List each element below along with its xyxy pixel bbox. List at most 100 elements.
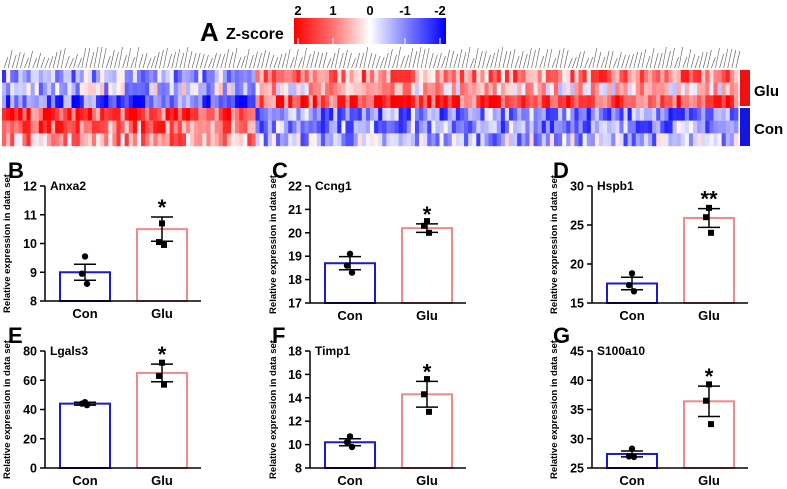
gene-label-mark	[24, 57, 29, 69]
heatmap-cell	[271, 95, 277, 109]
zscore-tick-label: -1	[399, 3, 411, 18]
heatmap-cell	[34, 120, 40, 134]
heatmap-cell	[108, 120, 113, 134]
heatmap-cell	[386, 120, 391, 134]
heatmap-cell	[361, 70, 367, 83]
gene-label-mark	[69, 57, 74, 69]
heatmap-cell	[480, 70, 485, 83]
heatmap-cell	[173, 108, 179, 121]
heatmap-cell	[198, 82, 203, 96]
heatmap-cell	[108, 133, 113, 147]
heatmap-cell	[361, 133, 367, 147]
chart-panel-g: G S100a10 25 30 35 40 45 Relative expression in…	[549, 323, 748, 488]
heatmap-cell	[427, 70, 432, 83]
heatmap-cell	[120, 95, 126, 109]
heatmap-cell	[733, 120, 739, 134]
gene-label-mark	[236, 56, 242, 69]
heatmap-cell	[75, 70, 81, 83]
heatmap-cell	[410, 108, 416, 121]
heatmap-cell	[423, 82, 428, 96]
data-point	[424, 376, 430, 383]
gene-label-mark	[555, 49, 561, 69]
y-axis-label: Relative expression in data set	[2, 339, 13, 479]
heatmap-cell	[672, 82, 678, 96]
heatmap-cell	[664, 95, 669, 109]
heatmap-cell	[447, 82, 453, 96]
heatmap-cell	[672, 70, 678, 83]
heatmap-cell	[693, 133, 698, 147]
heatmap-cell	[594, 82, 600, 96]
heatmap-cell	[668, 120, 673, 134]
heatmap-cell	[431, 108, 436, 121]
heatmap-cell	[177, 82, 183, 96]
gene-label-mark	[461, 51, 467, 69]
heatmap-cell	[443, 95, 449, 109]
heatmap-cell	[370, 108, 375, 121]
heatmap-cell	[533, 95, 539, 109]
data-point	[348, 443, 356, 451]
heatmap-cell	[312, 95, 318, 109]
heatmap-cell	[525, 70, 530, 83]
heatmap-cell	[733, 82, 739, 96]
heatmap-cell	[132, 120, 138, 134]
heatmap-cell	[153, 108, 158, 121]
heatmap-cell	[214, 108, 220, 121]
y-tick-label: 18	[288, 273, 302, 287]
heatmap-cell	[455, 133, 461, 147]
heatmap-cell	[353, 133, 359, 147]
gene-label-mark	[93, 46, 99, 69]
heatmap-cell	[349, 133, 355, 147]
heatmap-cell	[492, 120, 498, 134]
heatmap-cell	[181, 70, 187, 83]
heatmap-cell	[186, 95, 191, 109]
gene-label-mark	[727, 48, 733, 69]
heatmap-cell	[394, 120, 400, 134]
y-tick-label: 8	[30, 295, 37, 309]
heatmap-cell	[406, 120, 412, 134]
heatmap-cell	[627, 108, 633, 121]
panel-label: E	[8, 323, 23, 348]
heatmap-cell	[100, 82, 105, 96]
heatmap-cell	[586, 108, 592, 121]
heatmap-cell	[443, 133, 449, 147]
heatmap-cell	[357, 133, 363, 147]
heatmap-cell	[623, 108, 628, 121]
y-tick-label: 18	[288, 345, 302, 359]
heatmap-cell	[75, 108, 81, 121]
heatmap-cell	[615, 120, 620, 134]
chart-title: Anxa2	[50, 179, 86, 193]
gene-label-mark	[613, 57, 618, 69]
heatmap-cell	[529, 120, 534, 134]
heatmap-cell	[251, 108, 256, 121]
heatmap-cell	[684, 120, 690, 134]
heatmap-cell	[349, 95, 355, 109]
heatmap-cell	[500, 70, 506, 83]
heatmap-cell	[451, 120, 457, 134]
heatmap-cell	[406, 133, 412, 147]
heatmap-cell	[370, 70, 375, 83]
heatmap-cell	[635, 95, 641, 109]
heatmap-cell	[660, 70, 665, 83]
heatmap-cell	[116, 70, 121, 83]
gene-label-mark	[52, 51, 58, 69]
heatmap-cell	[67, 70, 72, 83]
gene-label-mark	[453, 53, 459, 69]
heatmap-cell	[226, 108, 232, 121]
gene-label-mark	[179, 52, 185, 69]
heatmap-cell	[533, 120, 539, 134]
heatmap-cell	[598, 133, 604, 147]
heatmap-cell	[259, 108, 265, 121]
heatmap-cell	[30, 120, 36, 134]
heatmap-cell	[374, 133, 379, 147]
heatmap-cell	[611, 70, 616, 83]
heatmap-cell	[292, 82, 297, 96]
heatmap-cell	[329, 82, 334, 96]
heatmap-cell	[631, 95, 637, 109]
y-tick-label: 21	[288, 203, 302, 217]
heatmap-cell	[100, 133, 105, 147]
heatmap-cell	[443, 120, 449, 134]
gene-label-mark	[412, 50, 418, 69]
heatmap-cell	[136, 95, 142, 109]
heatmap-cell	[594, 70, 600, 83]
heatmap-cell	[230, 82, 236, 96]
